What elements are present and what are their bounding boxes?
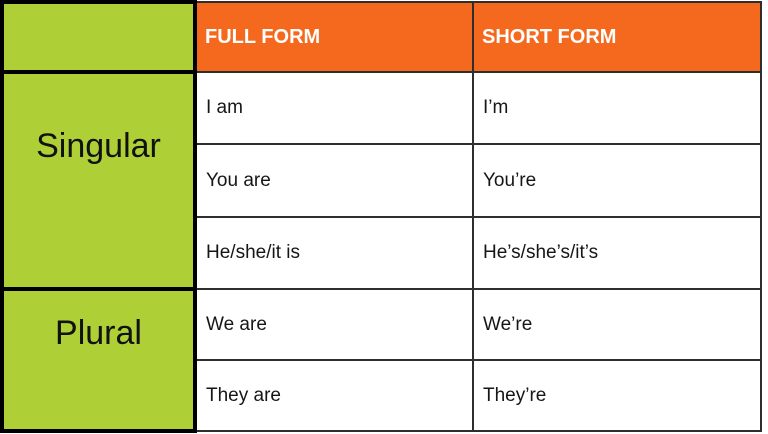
column-header-short-form: SHORT FORM — [472, 1, 762, 73]
table-row: Singular I am I’m — [0, 70, 762, 291]
short-form-cell: We’re — [472, 288, 762, 361]
row-group-plural: Plural — [0, 287, 197, 433]
corner-cell — [0, 0, 197, 74]
short-form-cell: They’re — [472, 359, 762, 432]
table-row: You are You’re — [2, 143, 762, 218]
table-row: They are They’re — [2, 359, 762, 432]
short-form-cell: You’re — [472, 143, 762, 218]
full-form-cell: We are — [194, 288, 474, 361]
column-header-full-form: FULL FORM — [194, 1, 474, 73]
table-row: Plural We are We’re — [0, 287, 762, 433]
row-group-singular: Singular — [0, 70, 197, 291]
full-form-cell: You are — [194, 143, 474, 218]
short-form-cell: I’m — [472, 71, 762, 145]
full-form-cell: He/she/it is — [194, 216, 474, 290]
row-group-label: Singular — [36, 127, 161, 165]
short-form-cell: He’s/she’s/it’s — [472, 216, 762, 290]
full-form-cell: They are — [194, 359, 474, 432]
table-row: He/she/it is He’s/she’s/it’s — [2, 216, 762, 290]
header-row: FULL FORM SHORT FORM — [0, 0, 762, 74]
row-group-label: Plural — [55, 313, 142, 352]
full-form-cell: I am — [194, 71, 474, 145]
